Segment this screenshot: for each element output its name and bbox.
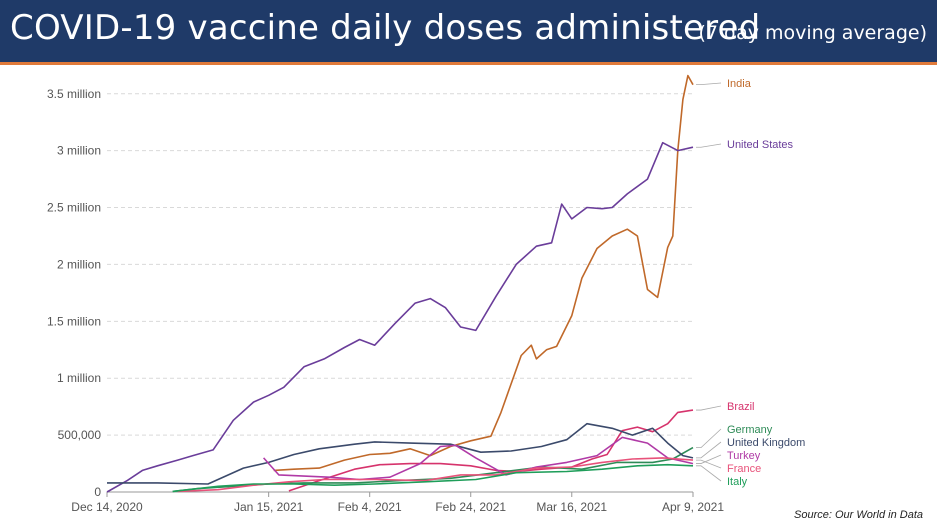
series-line-italy — [172, 463, 694, 493]
label-connector — [696, 459, 722, 469]
title-banner: COVID-19 vaccine daily doses administere… — [0, 0, 937, 62]
label-connector — [696, 82, 722, 86]
series-label-united-states: United States — [727, 139, 794, 151]
label-connector — [696, 441, 722, 459]
label-connector — [696, 143, 722, 148]
y-axis-ticks: 0 500,000 1 million 1.5 million 2 million 2.5… — [47, 87, 101, 499]
page-title: COVID-19 vaccine daily doses administere… — [10, 8, 761, 48]
y-tick-label: 1 million — [57, 371, 101, 385]
grid-lines — [107, 93, 693, 493]
x-axis-ticks: Dec 14, 2020 Jan 15, 2021 Feb 4, 2021 Feb 2… — [71, 492, 724, 514]
y-tick-label: 1.5 million — [47, 314, 101, 328]
label-connector — [696, 465, 722, 482]
x-tick-label: Dec 14, 2020 — [71, 500, 143, 514]
y-tick-label: 500,000 — [58, 428, 102, 442]
label-connector — [696, 428, 722, 449]
series-label-united-kingdom: United Kingdom — [727, 437, 805, 449]
x-tick-label: Feb 24, 2021 — [435, 500, 506, 514]
label-connector — [696, 454, 722, 464]
y-tick-label: 0 — [94, 485, 101, 499]
x-tick-label: Feb 4, 2021 — [338, 500, 402, 514]
series-line-india — [273, 74, 694, 472]
banner-accent-line — [0, 62, 937, 65]
series-label-brazil: Brazil — [727, 401, 755, 413]
source-note: Source: Our World in Data — [794, 509, 923, 521]
x-tick-label: Mar 16, 2021 — [536, 500, 607, 514]
series-line-united-states — [106, 141, 694, 493]
label-connector — [696, 405, 722, 411]
series-label-turkey: Turkey — [727, 450, 761, 462]
y-tick-label: 2.5 million — [47, 201, 101, 215]
x-tick-label: Apr 9, 2021 — [662, 500, 724, 514]
y-tick-label: 2 million — [57, 257, 101, 271]
series-lines — [106, 74, 694, 493]
series-line-united-kingdom — [107, 422, 694, 485]
line-chart: 0 500,000 1 million 1.5 million 2 million 2.5… — [47, 74, 805, 514]
series-line-turkey — [263, 436, 694, 481]
series-label-italy: Italy — [727, 476, 748, 488]
series-line-brazil — [288, 409, 694, 492]
series-label-france: France — [727, 463, 761, 475]
y-tick-label: 3 million — [57, 144, 101, 158]
series-label-germany: Germany — [727, 424, 773, 436]
y-tick-label: 3.5 million — [47, 87, 101, 101]
x-tick-label: Jan 15, 2021 — [234, 500, 304, 514]
page-subtitle: (7 day moving average) — [698, 22, 927, 44]
series-label-india: India — [727, 78, 752, 90]
